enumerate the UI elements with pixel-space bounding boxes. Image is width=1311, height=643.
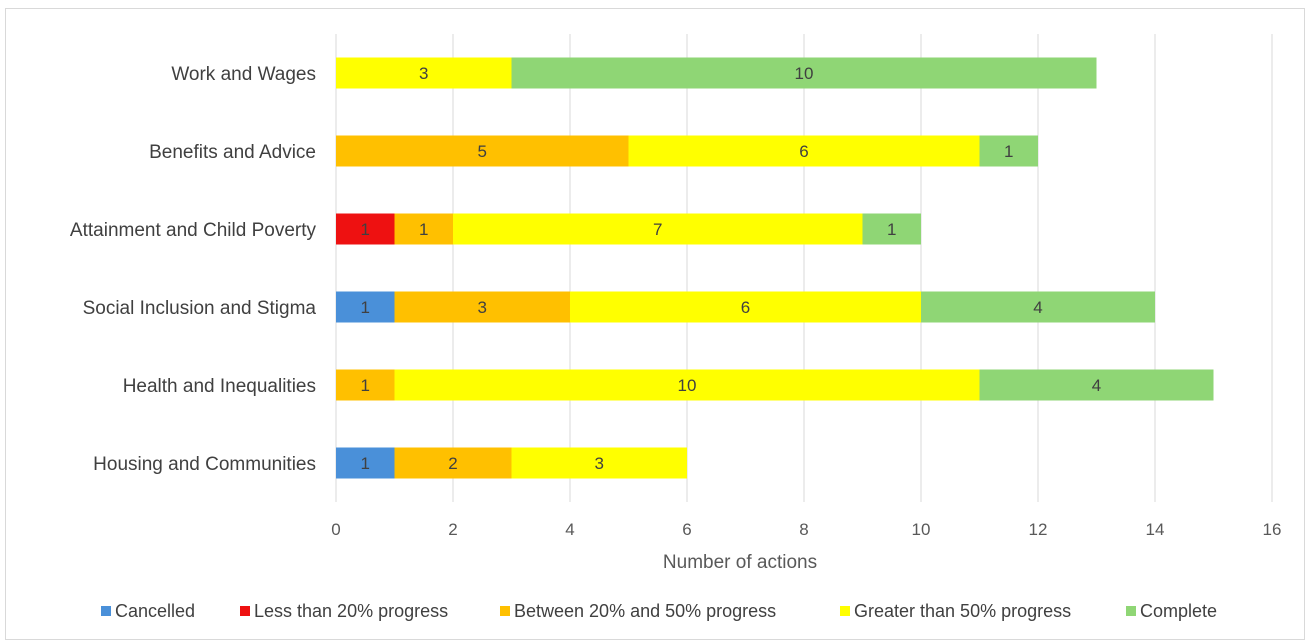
x-tick-label: 14	[1146, 520, 1165, 539]
bar-segment	[862, 213, 921, 245]
x-tick-label: 4	[565, 520, 574, 539]
category-label: Health and Inequalities	[123, 376, 316, 397]
legend-swatch	[1126, 606, 1136, 616]
data-label: 1	[361, 376, 370, 395]
category-label: Social Inclusion and Stigma	[83, 298, 317, 319]
data-label: 3	[595, 454, 604, 473]
legend-swatch	[500, 606, 510, 616]
data-label: 6	[799, 142, 808, 161]
x-tick-label: 0	[331, 520, 340, 539]
bar-segment	[336, 369, 395, 401]
chart-frame	[5, 8, 1305, 640]
data-label: 1	[419, 220, 428, 239]
bar-segment	[394, 213, 453, 245]
category-label: Attainment and Child Poverty	[70, 220, 317, 241]
data-label: 2	[448, 454, 457, 473]
data-label: 4	[1033, 298, 1042, 317]
data-label: 1	[1004, 142, 1013, 161]
data-label: 5	[478, 142, 487, 161]
legend-swatch	[101, 606, 111, 616]
bar-segment	[336, 213, 395, 245]
data-label: 1	[361, 220, 370, 239]
data-label: 3	[478, 298, 487, 317]
bar-segment	[979, 369, 1214, 401]
x-tick-label: 16	[1263, 520, 1282, 539]
data-label: 7	[653, 220, 662, 239]
x-tick-label: 10	[912, 520, 931, 539]
legend-label: Between 20% and 50% progress	[514, 601, 776, 621]
bar-segment	[511, 447, 687, 479]
data-label: 1	[361, 454, 370, 473]
data-label: 1	[361, 298, 370, 317]
data-label: 6	[741, 298, 750, 317]
bar-segment	[336, 291, 395, 323]
data-label: 3	[419, 64, 428, 83]
bar-segment	[394, 447, 512, 479]
bar-segment	[336, 135, 629, 167]
bar-segment	[570, 291, 921, 323]
bar-segment	[453, 213, 863, 245]
x-tick-label: 12	[1029, 520, 1048, 539]
category-label: Housing and Communities	[93, 454, 316, 475]
bar-segment	[394, 369, 980, 401]
bar-segment	[628, 135, 980, 167]
legend-label: Complete	[1140, 601, 1217, 621]
bar-segment	[921, 291, 1155, 323]
bar-segment	[336, 57, 512, 89]
data-label: 10	[795, 64, 814, 83]
legend-label: Less than 20% progress	[254, 601, 448, 621]
legend-label: Cancelled	[115, 601, 195, 621]
legend-label: Greater than 50% progress	[854, 601, 1071, 621]
x-tick-label: 2	[448, 520, 457, 539]
legend-swatch	[240, 606, 250, 616]
data-label: 10	[678, 376, 697, 395]
bar-segment	[979, 135, 1038, 167]
category-label: Work and Wages	[171, 64, 316, 85]
bar-segment	[394, 291, 570, 323]
x-tick-label: 8	[799, 520, 808, 539]
x-axis-title: Number of actions	[663, 552, 817, 573]
data-label: 1	[887, 220, 896, 239]
legend-swatch	[840, 606, 850, 616]
bar-segment	[336, 447, 395, 479]
category-label: Benefits and Advice	[149, 142, 316, 163]
data-label: 4	[1092, 376, 1101, 395]
bar-segment	[511, 57, 1097, 89]
x-tick-label: 6	[682, 520, 691, 539]
